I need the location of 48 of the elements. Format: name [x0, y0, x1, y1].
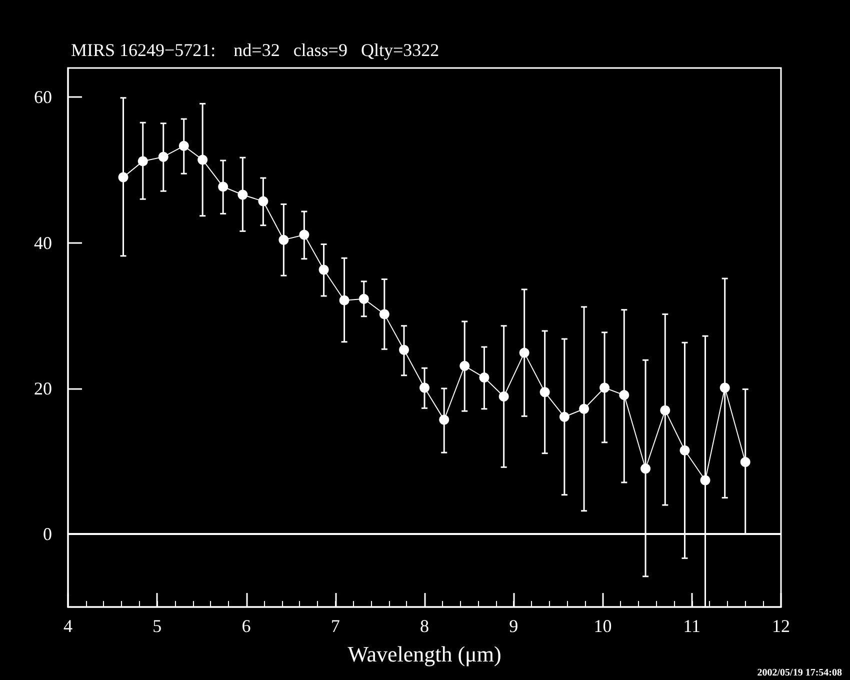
x-tick-label: 11 [683, 616, 701, 636]
point [519, 348, 530, 358]
point [158, 152, 168, 162]
point [299, 230, 310, 240]
y-tick-label: 20 [34, 378, 52, 398]
point [479, 372, 490, 383]
point [278, 234, 289, 245]
point [579, 404, 590, 414]
point [640, 464, 651, 474]
x-tick-label: 10 [594, 616, 612, 636]
point [178, 140, 189, 151]
point [258, 196, 268, 206]
point [198, 154, 208, 165]
point [619, 390, 630, 400]
point [339, 295, 350, 306]
point [540, 387, 550, 398]
text: 2002/05/19 17:54:08 [757, 668, 842, 678]
point [600, 382, 610, 393]
x-tick-label: 12 [772, 616, 790, 636]
x-tick-label: 8 [420, 616, 429, 636]
point [559, 412, 570, 422]
y-tick-label: 0 [43, 524, 52, 544]
point [399, 344, 409, 355]
y-tick-label: 40 [34, 232, 52, 253]
point [118, 172, 128, 182]
point [720, 382, 730, 393]
point [740, 457, 750, 468]
point [238, 190, 248, 200]
point [460, 360, 470, 371]
point [700, 475, 710, 486]
point [218, 182, 228, 192]
point [318, 264, 329, 275]
x-tick-label: 5 [152, 616, 162, 636]
x-tick-label: 6 [242, 616, 251, 636]
point [358, 294, 369, 304]
x-axis-title: Wavelength (μm) [348, 642, 502, 666]
chart-title: MIRS 16249−5721: nd=32 class=9 Qlty=3322 [71, 40, 440, 60]
point [680, 445, 690, 456]
point [498, 392, 509, 402]
x-tick-label: 9 [509, 616, 518, 636]
point [420, 382, 430, 393]
point [439, 414, 450, 425]
x-tick-label: 4 [64, 616, 72, 636]
point [379, 309, 390, 320]
y-tick-label: 60 [34, 87, 52, 108]
point [660, 405, 670, 416]
x-tick-label: 7 [330, 616, 340, 636]
point [138, 156, 148, 166]
